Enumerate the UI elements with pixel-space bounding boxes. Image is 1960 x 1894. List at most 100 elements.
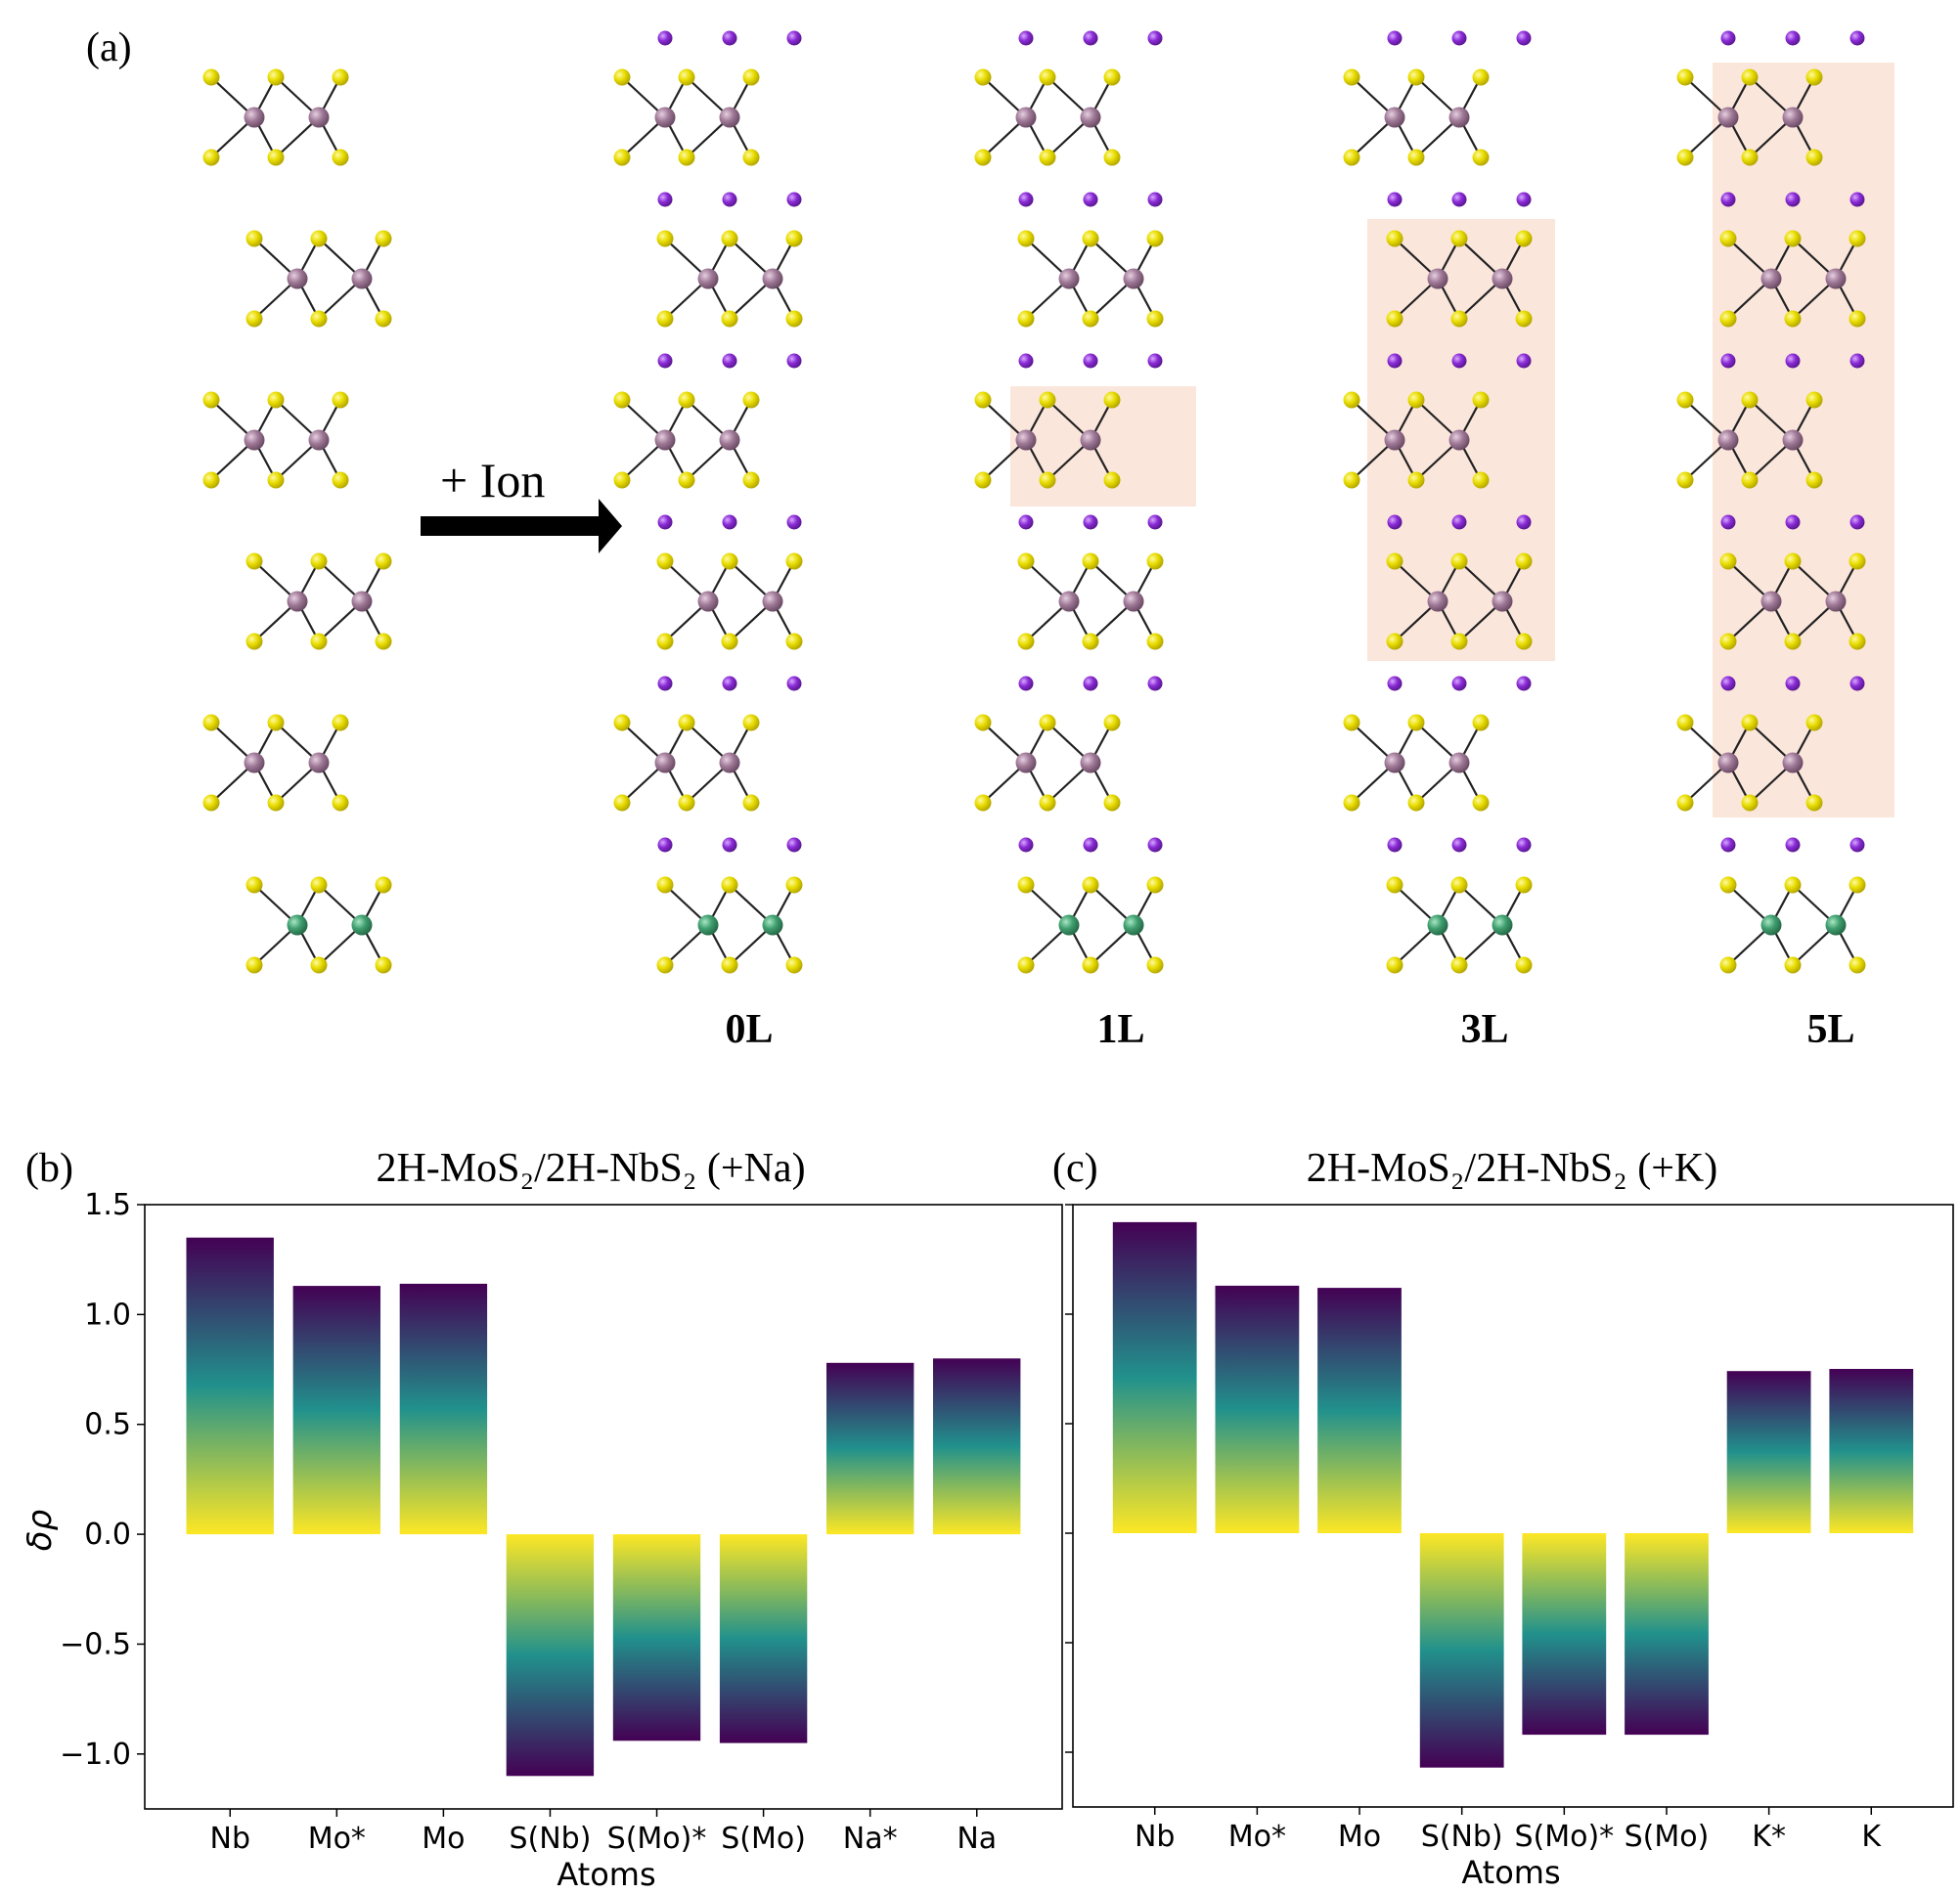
sulfur-atom	[1849, 230, 1866, 247]
sulfur-atom	[974, 714, 992, 731]
ion-atom	[1147, 676, 1163, 691]
sulfur-atom	[1805, 794, 1823, 812]
ion-atom	[1849, 837, 1865, 853]
ion-atom	[1785, 192, 1801, 207]
sulfur-atom	[1472, 794, 1490, 812]
niobium-atom	[1058, 914, 1080, 936]
sulfur-atom	[1676, 149, 1694, 166]
ion-atom	[1387, 837, 1403, 853]
ion-atom	[657, 353, 673, 369]
molybdenum-atom	[1717, 752, 1739, 773]
molybdenum-atom	[1384, 107, 1405, 128]
sulfur-atom	[721, 230, 738, 247]
bar-mo-star	[1215, 1285, 1300, 1533]
sulfur-atom	[332, 471, 349, 489]
sulfur-atom	[785, 956, 803, 974]
molybdenum-atom	[1760, 268, 1782, 289]
molybdenum-atom	[654, 107, 676, 128]
sulfur-atom	[721, 552, 738, 570]
structures	[202, 30, 1894, 974]
bar-s-nb-	[506, 1534, 595, 1777]
chart-title: 2H-MoS₂/2H-NbS₂ (+Na)	[376, 1146, 805, 1191]
sulfur-atom	[1407, 149, 1425, 166]
ion-atom	[722, 514, 737, 530]
niobium-atom	[287, 914, 308, 936]
sulfur-atom	[656, 310, 674, 328]
sulfur-atom	[202, 794, 220, 812]
x-tick-label: S(Nb)	[509, 1822, 591, 1856]
ion-atom	[1083, 837, 1098, 853]
molybdenum-atom	[719, 752, 740, 773]
ion-atom	[1387, 192, 1403, 207]
molybdenum-atom	[719, 429, 740, 451]
panel-c-label: (c)	[1052, 1146, 1098, 1191]
sulfur-atom	[1805, 391, 1823, 409]
ion-atom	[1849, 192, 1865, 207]
molybdenum-atom	[1015, 429, 1037, 451]
sulfur-atom	[613, 391, 631, 409]
sulfur-atom	[1343, 149, 1360, 166]
sulfur-atom	[310, 552, 328, 570]
molybdenum-atom	[1492, 591, 1513, 612]
sulfur-atom	[310, 310, 328, 328]
ion-atom	[1147, 514, 1163, 530]
column-label-3l: 3L	[1460, 1007, 1508, 1052]
molybdenum-atom	[1825, 268, 1847, 289]
sulfur-atom	[375, 876, 392, 894]
sulfur-atom	[1146, 230, 1164, 247]
molybdenum-atom	[287, 591, 308, 612]
sulfur-atom	[1017, 230, 1035, 247]
x-tick-label: Mo*	[1228, 1820, 1286, 1854]
sulfur-atom	[1146, 633, 1164, 650]
sulfur-atom	[267, 794, 285, 812]
sulfur-atom	[245, 633, 263, 650]
stack-5l	[1676, 30, 1894, 974]
sulfur-atom	[245, 310, 263, 328]
sulfur-atom	[1741, 794, 1759, 812]
molybdenum-atom	[308, 752, 330, 773]
sulfur-atom	[332, 714, 349, 731]
sulfur-atom	[974, 471, 992, 489]
stack-1l	[974, 30, 1196, 974]
ion-atom	[1083, 192, 1098, 207]
sulfur-atom	[1039, 391, 1056, 409]
x-tick-label: Mo	[422, 1822, 465, 1856]
bar-k	[1829, 1369, 1914, 1533]
molybdenum-atom	[654, 752, 676, 773]
sulfur-atom	[1784, 230, 1802, 247]
niobium-atom	[1123, 914, 1144, 936]
column-label-0l: 0L	[725, 1007, 773, 1052]
ion-atom	[1451, 837, 1467, 853]
sulfur-atom	[1784, 956, 1802, 974]
sulfur-atom	[1343, 68, 1360, 86]
sulfur-atom	[613, 714, 631, 731]
sulfur-atom	[1146, 552, 1164, 570]
sulfur-atom	[1515, 230, 1533, 247]
sulfur-atom	[1741, 471, 1759, 489]
sulfur-atom	[1146, 310, 1164, 328]
sulfur-atom	[1719, 633, 1737, 650]
plot-frame	[144, 1204, 1063, 1810]
sulfur-atom	[1017, 876, 1035, 894]
ion-atom	[1451, 192, 1467, 207]
sulfur-atom	[1849, 633, 1866, 650]
ion-atom	[1387, 30, 1403, 46]
sulfur-atom	[721, 310, 738, 328]
sulfur-atom	[1849, 956, 1866, 974]
y-tick-label: −0.5	[60, 1627, 131, 1661]
y-tick-label: 1.0	[84, 1298, 131, 1332]
sulfur-atom	[245, 876, 263, 894]
sulfur-atom	[1515, 956, 1533, 974]
sulfur-atom	[656, 552, 674, 570]
sulfur-atom	[974, 794, 992, 812]
ion-atom	[1018, 192, 1034, 207]
sulfur-atom	[742, 714, 760, 731]
sulfur-atom	[1472, 149, 1490, 166]
sulfur-atom	[1515, 310, 1533, 328]
y-tick-label: 1.5	[84, 1188, 131, 1222]
x-tick-label: K	[1861, 1820, 1882, 1854]
sulfur-atom	[678, 391, 695, 409]
ion-atom	[1720, 676, 1736, 691]
sulfur-atom	[678, 68, 695, 86]
highlight-region	[1713, 63, 1894, 817]
